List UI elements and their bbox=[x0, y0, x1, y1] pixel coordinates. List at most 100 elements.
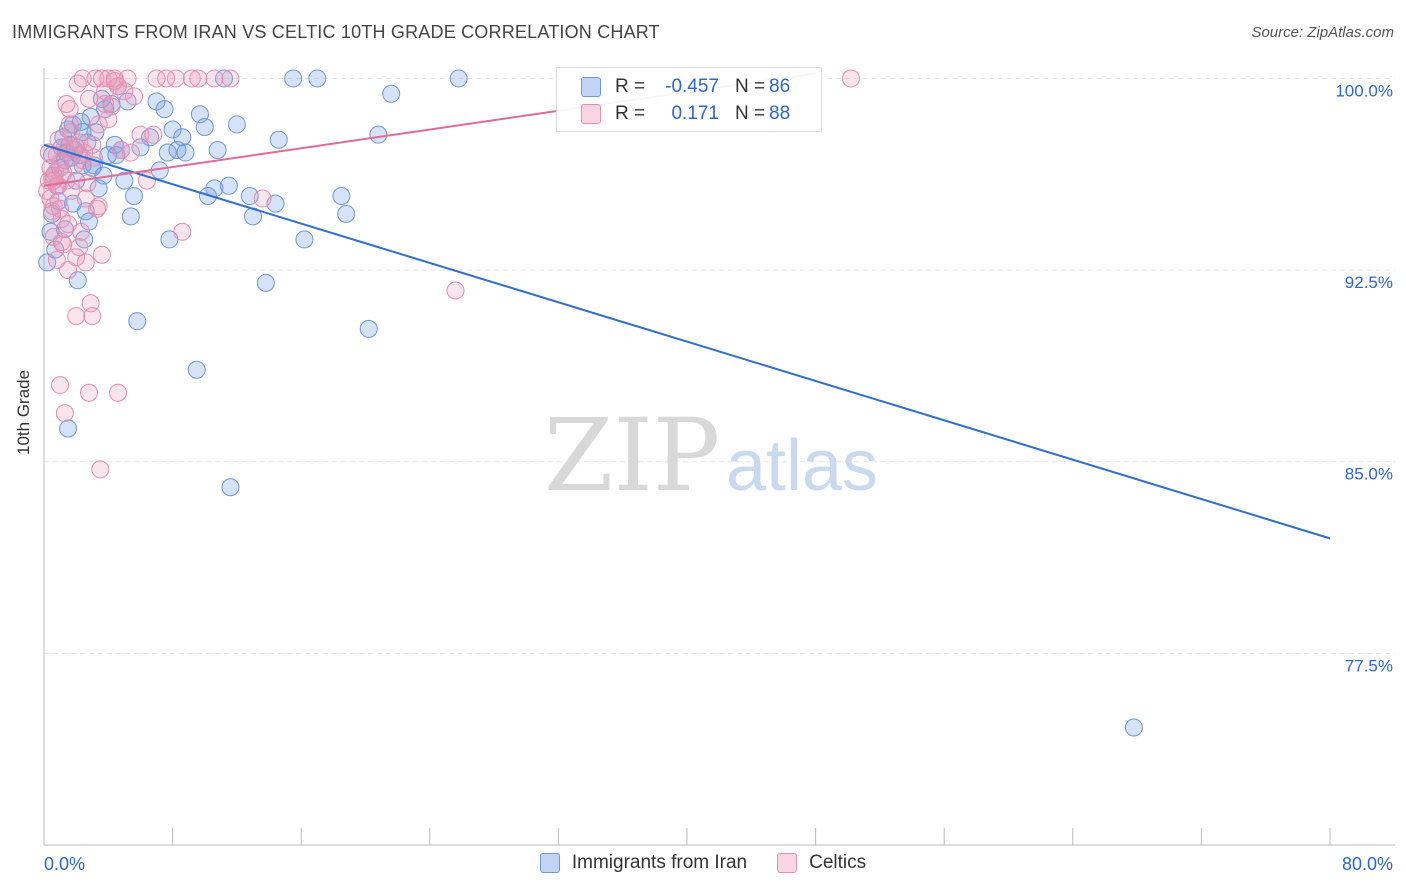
celtics-point bbox=[105, 71, 124, 90]
iran-point bbox=[131, 138, 150, 157]
iran-point bbox=[295, 230, 314, 249]
celtics-point bbox=[67, 138, 86, 157]
legend-r-label: R = bbox=[615, 103, 646, 124]
celtics-point bbox=[70, 238, 89, 257]
celtics-point bbox=[68, 74, 87, 93]
points-layer bbox=[38, 69, 1143, 737]
legend-label-celtics: Celtics bbox=[809, 852, 867, 873]
celtics-point bbox=[253, 189, 272, 208]
iran-point bbox=[332, 186, 351, 205]
celtics-point bbox=[60, 115, 79, 134]
series-legend: Immigrants from Iran Celtics bbox=[0, 852, 1406, 874]
legend-swatch-blue bbox=[539, 853, 560, 873]
legend-swatch-pink bbox=[581, 104, 601, 124]
iran-trend-line bbox=[43, 143, 1331, 540]
celtics-point bbox=[78, 174, 97, 193]
iran-point bbox=[1124, 718, 1143, 737]
stats-legend: R = -0.457 N = 86 R = 0.171 N = 88 bbox=[556, 67, 822, 132]
celtics-point bbox=[147, 69, 166, 88]
y-tick-label: 85.0% bbox=[1345, 465, 1393, 484]
iran-point bbox=[308, 69, 327, 88]
celtics-point bbox=[76, 253, 95, 272]
celtics-point bbox=[96, 94, 115, 113]
celtics-point bbox=[51, 199, 70, 218]
celtics-point bbox=[182, 69, 201, 88]
axis-layer bbox=[43, 68, 1395, 846]
source-label[interactable]: Source: ZipAtlas.com bbox=[1251, 24, 1394, 41]
watermark-zip: ZIP bbox=[544, 397, 720, 514]
celtics-point bbox=[841, 69, 860, 88]
legend-r-label: R = bbox=[615, 76, 646, 97]
celtics-point bbox=[80, 89, 99, 108]
celtics-point bbox=[221, 69, 240, 88]
celtics-point bbox=[89, 197, 108, 216]
y-tick-label: 77.5% bbox=[1345, 656, 1393, 675]
watermark: ZIP atlas bbox=[544, 397, 878, 514]
x-tick-label-max: 80.0% bbox=[1342, 854, 1393, 874]
iran-point bbox=[269, 130, 288, 149]
iran-point bbox=[337, 204, 356, 223]
grid-layer bbox=[44, 77, 1395, 654]
iran-point bbox=[221, 478, 240, 497]
y-tick-label: 92.5% bbox=[1345, 273, 1393, 292]
celtics-point bbox=[73, 69, 92, 88]
celtics-point bbox=[55, 404, 74, 423]
celtics-point bbox=[67, 248, 86, 267]
legend-r-value: -0.457 bbox=[665, 76, 719, 97]
celtics-point bbox=[52, 232, 71, 251]
y-tick-label: 100.0% bbox=[1335, 81, 1393, 100]
tick-label-layer: 77.5% 85.0% 92.5% 100.0% 0.0% 80.0% bbox=[44, 81, 1393, 874]
iran-point bbox=[284, 69, 303, 88]
iran-point bbox=[128, 312, 147, 331]
celtics-point bbox=[166, 69, 185, 88]
legend-row-iran: R = -0.457 N = 86 bbox=[581, 74, 790, 100]
iran-point bbox=[369, 125, 388, 144]
celtics-point bbox=[83, 307, 102, 326]
legend-n-label: N = bbox=[735, 76, 766, 97]
celtics-point bbox=[80, 383, 99, 402]
iran-point bbox=[195, 117, 214, 136]
legend-swatch-blue bbox=[581, 77, 601, 97]
celtics-point bbox=[189, 69, 208, 88]
iran-point bbox=[449, 69, 468, 88]
iran-point bbox=[163, 120, 182, 139]
iran-point bbox=[219, 176, 238, 195]
celtics-point bbox=[99, 110, 118, 129]
iran-point bbox=[155, 100, 174, 119]
celtics-point bbox=[108, 383, 127, 402]
celtics-point bbox=[51, 376, 70, 395]
legend-item-celtics[interactable]: Celtics bbox=[777, 852, 866, 874]
legend-swatch-pink bbox=[777, 853, 798, 873]
iran-point bbox=[215, 69, 234, 88]
iran-point bbox=[208, 140, 227, 159]
celtics-point bbox=[83, 135, 102, 154]
iran-point bbox=[121, 207, 140, 226]
celtics-point bbox=[144, 125, 163, 144]
celtics-point bbox=[86, 69, 105, 88]
chart-title: IMMIGRANTS FROM IRAN VS CELTIC 10TH GRAD… bbox=[12, 22, 660, 42]
watermark-atlas: atlas bbox=[726, 426, 878, 506]
iran-point bbox=[382, 84, 401, 103]
iran-point bbox=[256, 273, 275, 292]
celtics-point bbox=[59, 215, 78, 234]
iran-point bbox=[125, 186, 144, 205]
celtics-point bbox=[131, 125, 150, 144]
celtics-point bbox=[108, 77, 127, 96]
celtics-point bbox=[47, 250, 66, 269]
iran-point bbox=[59, 419, 78, 438]
legend-item-iran[interactable]: Immigrants from Iran bbox=[539, 852, 748, 874]
iran-point bbox=[173, 128, 192, 147]
celtics-point bbox=[57, 94, 76, 113]
celtics-point bbox=[125, 87, 144, 106]
celtics-point bbox=[157, 69, 176, 88]
legend-label-iran: Immigrants from Iran bbox=[571, 852, 748, 873]
legend-r-value: 0.171 bbox=[671, 103, 719, 124]
legend-n-label: N = bbox=[735, 103, 766, 124]
celtics-point bbox=[446, 281, 465, 300]
celtics-point bbox=[62, 123, 81, 142]
celtics-point bbox=[59, 261, 78, 280]
iran-point bbox=[176, 143, 195, 162]
iran-point bbox=[187, 360, 206, 379]
iran-point bbox=[115, 171, 134, 190]
